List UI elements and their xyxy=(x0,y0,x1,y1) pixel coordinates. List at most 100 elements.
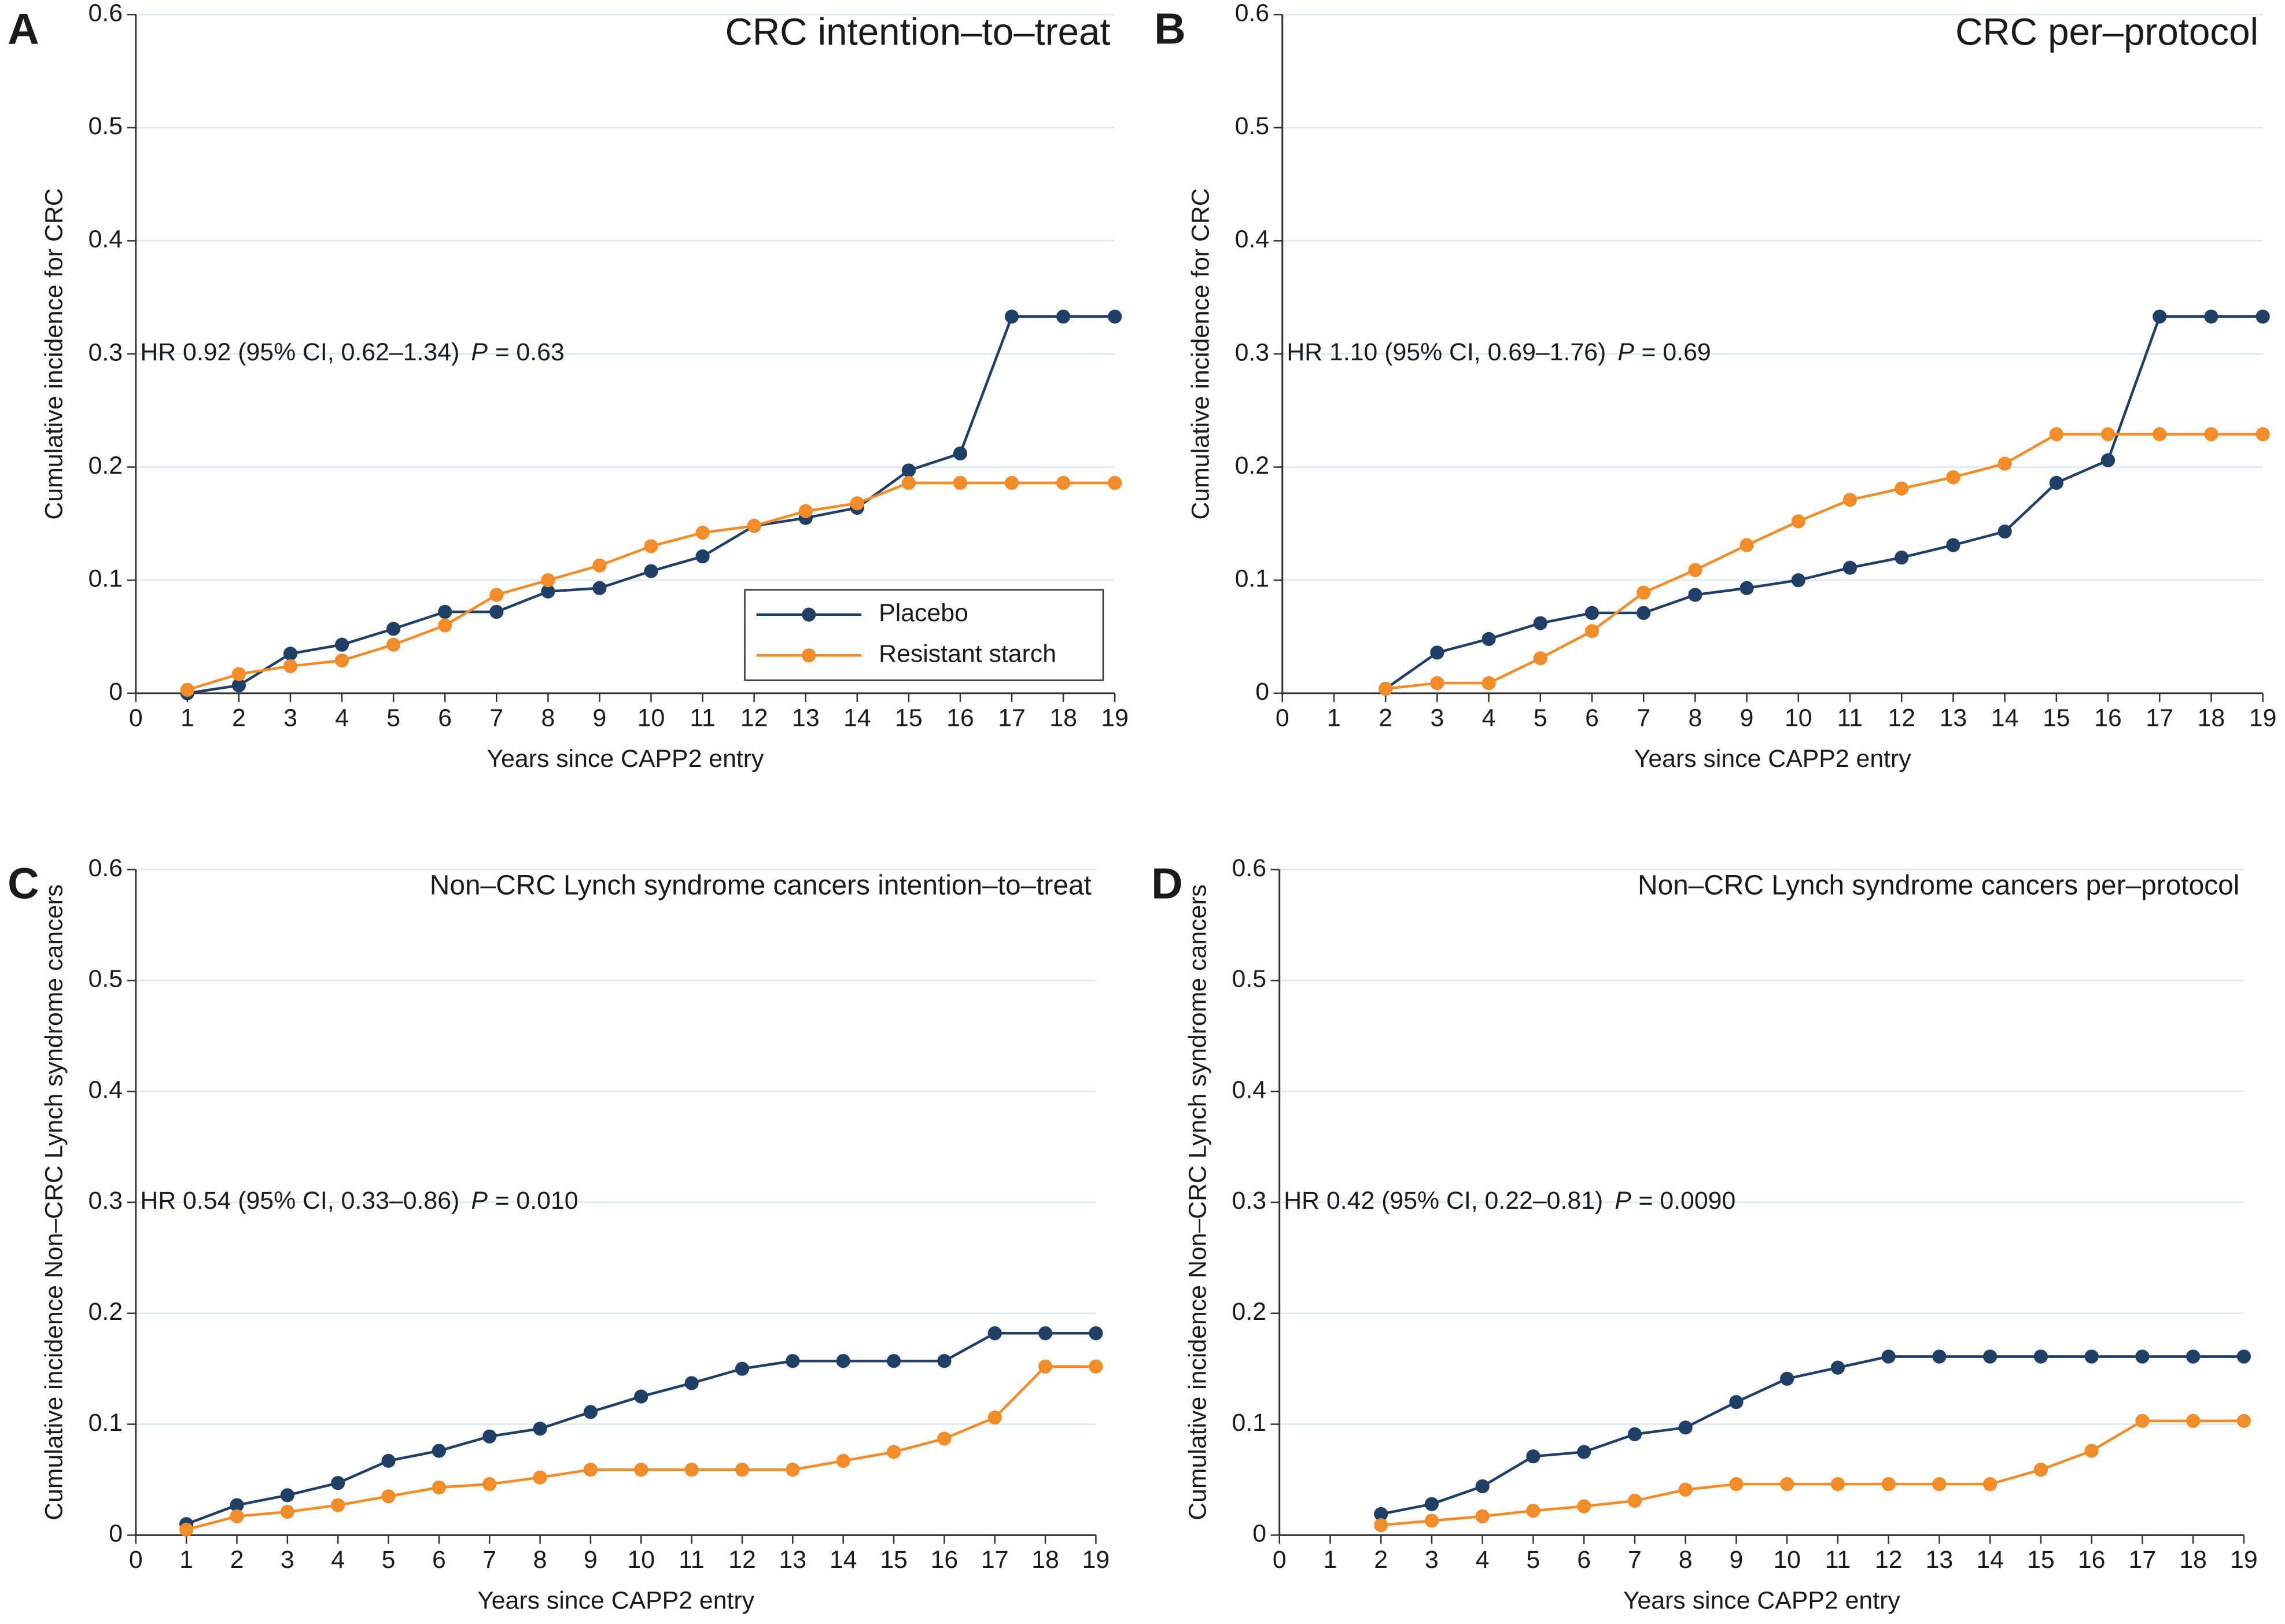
y-tick-label: 0.5 xyxy=(1232,965,1267,993)
data-point xyxy=(1627,1493,1642,1508)
data-point xyxy=(1678,1482,1693,1497)
data-point xyxy=(1637,606,1651,620)
x-tick-label: 12 xyxy=(1875,1546,1903,1574)
y-tick-label: 0.2 xyxy=(89,452,123,479)
data-point xyxy=(786,1354,800,1368)
y-tick-label: 0.6 xyxy=(1235,0,1270,27)
data-point xyxy=(1577,1499,1591,1514)
data-point xyxy=(1374,1518,1388,1533)
data-point xyxy=(2135,1413,2150,1428)
data-point xyxy=(283,647,298,661)
data-point xyxy=(1842,493,1858,507)
data-point xyxy=(1830,1477,1845,1492)
x-tick-label: 0 xyxy=(1276,704,1289,732)
data-point xyxy=(2153,427,2167,441)
y-tick-label: 0.3 xyxy=(1232,1187,1267,1215)
x-tick-label: 8 xyxy=(1688,704,1702,732)
x-tick-label: 10 xyxy=(1773,1546,1801,1574)
x-axis-label: Years since CAPP2 entry xyxy=(1634,745,1912,773)
x-tick-label: 9 xyxy=(584,1546,598,1574)
y-tick-label: 0.1 xyxy=(89,564,123,592)
x-tick-label: 15 xyxy=(2027,1546,2055,1574)
x-tick-label: 2 xyxy=(230,1546,244,1574)
data-point xyxy=(1004,309,1019,324)
data-point xyxy=(592,558,607,573)
data-point xyxy=(987,1326,1002,1341)
data-point xyxy=(1739,538,1754,552)
data-point xyxy=(230,1509,244,1523)
data-point xyxy=(583,1463,598,1477)
annotation-text: HR 0.42 (95% CI, 0.22–0.81) xyxy=(1284,1187,1603,1215)
data-point xyxy=(634,1463,648,1477)
x-tick-label: 7 xyxy=(1637,704,1650,732)
annotation-text: HR 0.92 (95% CI, 0.62–1.34) xyxy=(140,338,459,366)
y-tick-label: 0 xyxy=(1255,678,1269,706)
data-point xyxy=(1533,651,1547,666)
x-tick-label: 5 xyxy=(1527,1546,1540,1574)
data-point xyxy=(901,475,916,490)
x-tick-label: 15 xyxy=(2043,704,2070,732)
data-point xyxy=(1881,1349,1896,1364)
data-point xyxy=(1637,585,1651,600)
series-line xyxy=(186,1332,1096,1526)
x-tick-label: 7 xyxy=(482,1546,496,1574)
y-tick-label: 0.1 xyxy=(1235,564,1270,592)
data-point xyxy=(1056,309,1071,324)
y-tick-label: 0.5 xyxy=(1235,112,1270,140)
data-point xyxy=(1729,1395,1744,1409)
x-tick-label: 0 xyxy=(129,704,143,732)
panel-letter: A xyxy=(8,5,39,53)
legend-box xyxy=(744,589,1104,681)
chart-title: Non–CRC Lynch syndrome cancers intention… xyxy=(430,870,1092,900)
data-point xyxy=(2135,1349,2150,1364)
legend-label: Resistant starch xyxy=(879,640,1056,668)
y-tick-label: 0.3 xyxy=(1235,338,1270,366)
data-point xyxy=(1526,1449,1540,1464)
data-point xyxy=(2186,1349,2201,1364)
series-line xyxy=(1380,1355,2244,1516)
data-point xyxy=(1932,1477,1947,1492)
annotation: HR 0.42 (95% CI, 0.22–0.81) P = 0.0090 xyxy=(1284,1187,1735,1215)
data-point xyxy=(1983,1477,1997,1492)
data-point xyxy=(1475,1479,1490,1494)
x-tick-label: 3 xyxy=(281,1546,294,1574)
data-point xyxy=(1577,1445,1591,1459)
data-point xyxy=(2049,427,2063,441)
data-point xyxy=(1424,1497,1439,1511)
data-point xyxy=(592,581,607,595)
x-tick-label: 17 xyxy=(981,1546,1009,1574)
p-label: P xyxy=(1615,1187,1631,1215)
x-tick-label: 14 xyxy=(830,1546,857,1574)
data-point xyxy=(1780,1371,1794,1386)
data-point xyxy=(1830,1360,1845,1375)
y-tick-label: 0.4 xyxy=(89,226,123,253)
data-point xyxy=(280,1488,294,1503)
annotation: HR 0.92 (95% CI, 0.62–1.34) P = 0.63 xyxy=(140,338,564,366)
x-tick-label: 13 xyxy=(792,704,820,732)
data-point xyxy=(432,1480,446,1494)
data-point xyxy=(438,604,452,619)
data-point xyxy=(482,1429,497,1444)
y-tick-label: 0 xyxy=(1252,1520,1266,1548)
data-point xyxy=(1424,1514,1439,1528)
data-point xyxy=(1379,681,1393,696)
y-axis-label: Cumulative incidence for CRC xyxy=(1187,188,1215,519)
x-tick-label: 8 xyxy=(1679,1546,1693,1574)
x-tick-label: 7 xyxy=(1628,1546,1642,1574)
x-tick-label: 5 xyxy=(1534,704,1547,732)
x-tick-label: 7 xyxy=(489,704,503,732)
legend-marker xyxy=(802,607,816,622)
data-point xyxy=(1729,1477,1744,1492)
data-point xyxy=(798,504,813,518)
x-tick-label: 3 xyxy=(1430,704,1444,732)
data-point xyxy=(334,653,349,668)
x-tick-label: 6 xyxy=(1585,704,1599,732)
x-axis-label: Years since CAPP2 entry xyxy=(487,745,765,773)
data-point xyxy=(684,1463,699,1477)
x-tick-label: 11 xyxy=(1825,1546,1851,1574)
data-point xyxy=(1430,676,1444,691)
data-point xyxy=(987,1410,1002,1425)
data-point xyxy=(684,1376,699,1390)
y-tick-label: 0.2 xyxy=(1232,1298,1267,1326)
